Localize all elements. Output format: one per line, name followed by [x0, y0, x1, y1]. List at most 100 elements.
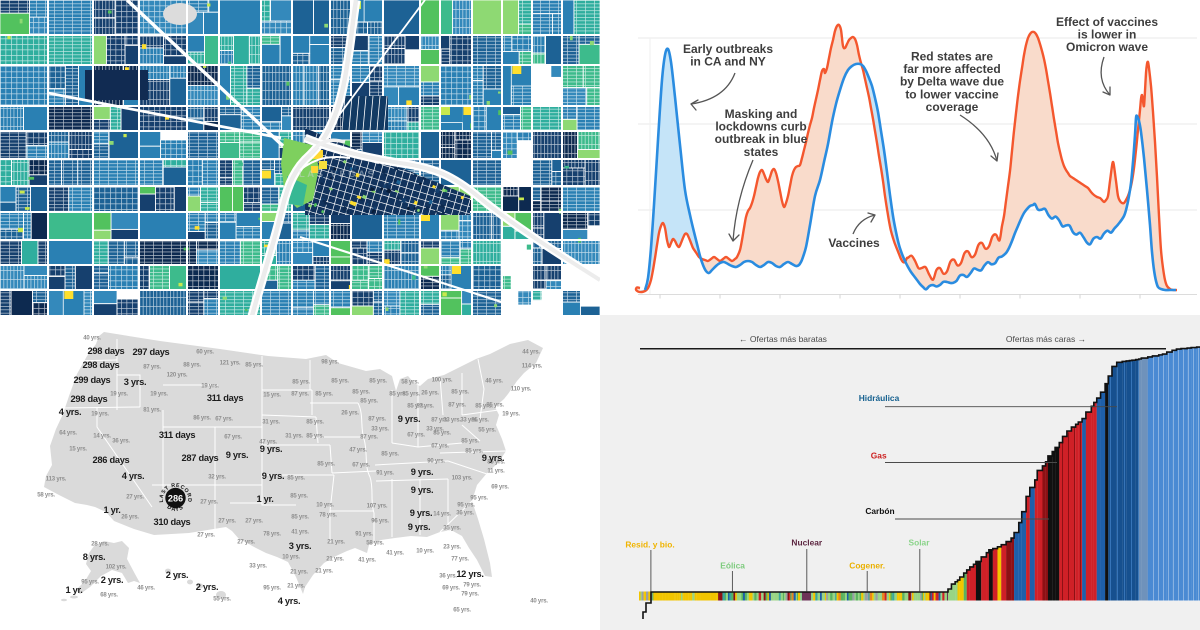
svg-text:27 yrs.: 27 yrs. [245, 519, 263, 525]
svg-text:67 yrs.: 67 yrs. [431, 444, 449, 450]
svg-text:23 yrs.: 23 yrs. [443, 545, 461, 551]
svg-text:85 yrs.: 85 yrs. [402, 392, 420, 398]
svg-text:67 yrs.: 67 yrs. [352, 463, 370, 469]
svg-text:88 yrs.: 88 yrs. [183, 363, 201, 369]
svg-text:27 yrs.: 27 yrs. [237, 540, 255, 546]
svg-text:33 yrs.: 33 yrs. [443, 418, 461, 424]
svg-text:311 days: 311 days [207, 393, 244, 403]
svg-text:87 yrs.: 87 yrs. [291, 392, 309, 398]
svg-text:33 yrs.: 33 yrs. [426, 427, 444, 433]
svg-text:4 yrs.: 4 yrs. [59, 407, 82, 417]
svg-text:19 yrs.: 19 yrs. [110, 392, 128, 398]
svg-text:87 yrs.: 87 yrs. [448, 403, 466, 409]
svg-text:85 yrs.: 85 yrs. [487, 460, 505, 466]
svg-text:41 yrs.: 41 yrs. [291, 530, 309, 536]
svg-text:1 yr.: 1 yr. [65, 585, 82, 595]
svg-text:2 yrs.: 2 yrs. [101, 575, 124, 585]
svg-text:85 yrs.: 85 yrs. [287, 476, 305, 482]
svg-text:← Ofertas más baratas: ← Ofertas más baratas [739, 334, 827, 344]
svg-text:298 days: 298 days [83, 360, 120, 370]
svg-text:87 yrs.: 87 yrs. [143, 365, 161, 371]
svg-text:113 yrs.: 113 yrs. [46, 477, 67, 483]
svg-text:3 yrs.: 3 yrs. [289, 541, 312, 551]
svg-text:9 yrs.: 9 yrs. [410, 508, 433, 518]
svg-text:by Delta wave due: by Delta wave due [900, 75, 1004, 89]
svg-text:103 yrs.: 103 yrs. [452, 476, 473, 482]
svg-text:85 yrs.: 85 yrs. [433, 431, 451, 437]
svg-text:35 yrs.: 35 yrs. [443, 526, 461, 532]
svg-text:78 yrs.: 78 yrs. [263, 532, 281, 538]
svg-text:95 yrs.: 95 yrs. [457, 503, 475, 509]
svg-text:67 yrs.: 67 yrs. [215, 417, 233, 423]
svg-text:LAS VEGAS: LAS VEGAS [299, 169, 376, 180]
svg-text:15 yrs.: 15 yrs. [69, 447, 87, 453]
svg-text:85 yrs.: 85 yrs. [369, 379, 387, 385]
svg-text:67 yrs.: 67 yrs. [407, 433, 425, 439]
svg-text:40 yrs.: 40 yrs. [83, 336, 101, 342]
svg-text:36 yrs.: 36 yrs. [439, 574, 457, 580]
svg-text:Early outbreaks: Early outbreaks [683, 42, 773, 56]
svg-text:26 yrs.: 26 yrs. [121, 515, 139, 521]
svg-text:298 days: 298 days [71, 394, 108, 404]
svg-text:69 yrs.: 69 yrs. [491, 485, 509, 491]
svg-text:100 yrs.: 100 yrs. [432, 378, 453, 384]
svg-text:85 yrs.: 85 yrs. [475, 404, 493, 410]
svg-text:87 yrs.: 87 yrs. [431, 418, 449, 424]
svg-text:Vaccines: Vaccines [828, 236, 880, 250]
svg-text:46 yrs.: 46 yrs. [137, 586, 155, 592]
svg-text:110 yrs.: 110 yrs. [511, 387, 532, 393]
svg-text:44 yrs.: 44 yrs. [522, 350, 540, 356]
svg-text:91 yrs.: 91 yrs. [355, 532, 373, 538]
svg-text:60 yrs.: 60 yrs. [196, 350, 214, 356]
svg-text:85 yrs.: 85 yrs. [360, 399, 378, 405]
svg-text:Ofertas más caras →: Ofertas más caras → [1006, 334, 1086, 344]
svg-text:32 yrs.: 32 yrs. [208, 475, 226, 481]
svg-text:27 yrs.: 27 yrs. [197, 533, 215, 539]
svg-text:86 yrs.: 86 yrs. [193, 416, 211, 422]
svg-text:77 yrs.: 77 yrs. [451, 557, 469, 563]
svg-text:19 yrs.: 19 yrs. [150, 392, 168, 398]
svg-text:in CA and NY: in CA and NY [690, 55, 766, 69]
svg-text:46 yrs.: 46 yrs. [485, 379, 503, 385]
svg-text:310 days: 310 days [154, 517, 191, 527]
svg-text:Omicron wave: Omicron wave [1066, 40, 1148, 54]
svg-text:33 yrs.: 33 yrs. [460, 418, 478, 424]
svg-text:68 yrs.: 68 yrs. [100, 593, 118, 599]
svg-text:85 yrs.: 85 yrs. [461, 439, 479, 445]
svg-text:8 yrs.: 8 yrs. [83, 552, 106, 562]
svg-text:96 yrs.: 96 yrs. [371, 519, 389, 525]
svg-text:4 yrs.: 4 yrs. [122, 471, 145, 481]
svg-text:85 yrs.: 85 yrs. [471, 418, 489, 424]
svg-text:4 yrs.: 4 yrs. [278, 596, 301, 606]
svg-text:85 yrs.: 85 yrs. [486, 403, 504, 409]
svg-text:19 yrs.: 19 yrs. [201, 384, 219, 390]
svg-text:9 yrs.: 9 yrs. [226, 450, 249, 460]
svg-text:65 yrs.: 65 yrs. [453, 608, 471, 614]
svg-text:Solar: Solar [909, 537, 931, 547]
svg-text:297 days: 297 days [133, 347, 170, 357]
svg-text:10 yrs.: 10 yrs. [282, 555, 300, 561]
svg-text:is lower in: is lower in [1078, 28, 1137, 42]
svg-text:287 days: 287 days [182, 453, 219, 463]
svg-text:Hidráulica: Hidráulica [859, 393, 900, 403]
svg-text:41 yrs.: 41 yrs. [358, 558, 376, 564]
svg-text:55 yrs.: 55 yrs. [213, 597, 231, 603]
svg-text:85 yrs.: 85 yrs. [451, 390, 469, 396]
svg-text:1 yr.: 1 yr. [103, 505, 120, 515]
svg-text:2 yrs.: 2 yrs. [196, 582, 219, 592]
svg-text:to lower vaccine: to lower vaccine [905, 87, 999, 101]
svg-text:58 yrs.: 58 yrs. [401, 380, 419, 386]
svg-text:58 yrs.: 58 yrs. [37, 493, 55, 499]
svg-text:Resid. y bio.: Resid. y bio. [625, 539, 674, 549]
svg-text:36 yrs.: 36 yrs. [112, 439, 130, 445]
svg-text:47 yrs.: 47 yrs. [349, 448, 367, 454]
svg-text:Nuclear: Nuclear [791, 537, 822, 547]
svg-text:299 days: 299 days [74, 375, 111, 385]
svg-text:21 yrs.: 21 yrs. [287, 584, 305, 590]
svg-text:85 yrs.: 85 yrs. [352, 390, 370, 396]
svg-text:11 yrs.: 11 yrs. [487, 469, 505, 475]
svg-text:81 yrs.: 81 yrs. [143, 408, 161, 414]
svg-text:58 yrs.: 58 yrs. [366, 541, 384, 547]
svg-text:33 yrs.: 33 yrs. [249, 564, 267, 570]
svg-text:9 yrs.: 9 yrs. [411, 467, 434, 477]
